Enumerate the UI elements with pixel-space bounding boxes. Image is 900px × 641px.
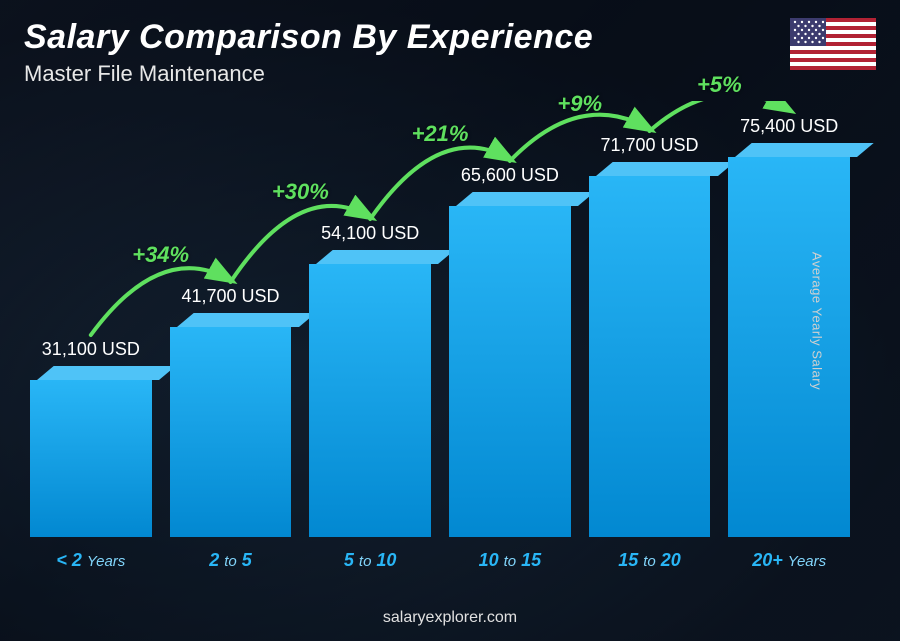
page-title: Salary Comparison By Experience	[24, 18, 790, 57]
bar-group: 41,700 USD	[170, 286, 292, 537]
chart-area: 31,100 USD 41,700 USD 54,100 USD 65,600 USD…	[30, 101, 850, 571]
title-block: Salary Comparison By Experience Master F…	[24, 18, 790, 87]
bar-front-face	[309, 264, 431, 537]
bar-front-face	[449, 206, 571, 537]
delta-label: +30%	[270, 179, 330, 205]
bar-front-face	[170, 327, 292, 537]
delta-label: +21%	[410, 121, 470, 147]
bar-top-face	[735, 143, 873, 157]
bar-value-label: 71,700 USD	[600, 135, 698, 156]
bar-value-label: 41,700 USD	[181, 286, 279, 307]
bar-value-label: 54,100 USD	[321, 223, 419, 244]
bar-value-label: 75,400 USD	[740, 116, 838, 137]
bar-group: 71,700 USD	[589, 135, 711, 537]
category-label: 5 to 10	[309, 550, 431, 571]
bars-container: 31,100 USD 41,700 USD 54,100 USD 65,600 USD…	[30, 101, 850, 537]
delta-label: +34%	[131, 242, 191, 268]
bar-value-label: 31,100 USD	[42, 339, 140, 360]
bar	[170, 313, 292, 537]
bar	[309, 250, 431, 537]
bar-group: 31,100 USD	[30, 339, 152, 537]
header: Salary Comparison By Experience Master F…	[24, 18, 876, 87]
bar-top-face	[37, 366, 175, 380]
bar-value-label: 65,600 USD	[461, 165, 559, 186]
category-label: 10 to 15	[449, 550, 571, 571]
category-label: 20+ Years	[728, 550, 850, 571]
bar-front-face	[30, 380, 152, 537]
category-label: 15 to 20	[589, 550, 711, 571]
bar-top-face	[456, 192, 594, 206]
bar-front-face	[728, 157, 850, 537]
bar-front-face	[589, 176, 711, 537]
category-label: 2 to 5	[170, 550, 292, 571]
delta-label: +9%	[550, 91, 610, 117]
bar	[30, 366, 152, 537]
bar-group: 75,400 USD	[728, 116, 850, 537]
bar	[589, 162, 711, 537]
bar-top-face	[316, 250, 454, 264]
y-axis-label: Average Yearly Salary	[809, 251, 824, 389]
bar	[449, 192, 571, 537]
bar-group: 54,100 USD	[309, 223, 431, 537]
bar-group: 65,600 USD	[449, 165, 571, 537]
bar	[728, 143, 850, 537]
page-subtitle: Master File Maintenance	[24, 61, 790, 87]
categories-row: < 2 Years 2 to 5 5 to 10 10 to 15 15 to 20 20…	[30, 550, 850, 571]
bar-top-face	[596, 162, 734, 176]
category-label: < 2 Years	[30, 550, 152, 571]
us-flag-icon	[790, 18, 876, 70]
footer-credit: salaryexplorer.com	[0, 609, 900, 627]
bar-top-face	[177, 313, 315, 327]
